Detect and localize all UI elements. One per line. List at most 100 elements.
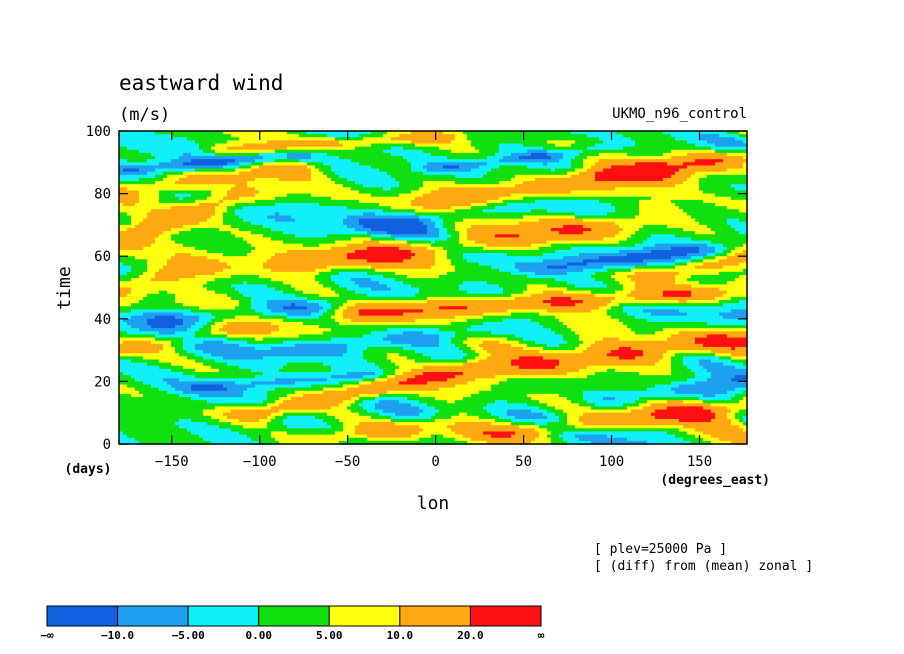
heatmap-cell [335, 190, 340, 195]
heatmap-cell [691, 137, 696, 141]
heatmap-cell [227, 156, 232, 160]
heatmap-cell [331, 152, 336, 157]
heatmap-cell [603, 193, 608, 198]
heatmap-cell [559, 165, 564, 170]
heatmap-cell [515, 146, 520, 151]
heatmap-cell [743, 184, 748, 188]
heatmap-cell [567, 174, 572, 179]
heatmap-cell [399, 181, 404, 185]
heatmap-cell [123, 184, 128, 188]
heatmap-cell [123, 162, 128, 167]
heatmap-cell [659, 168, 664, 173]
heatmap-cell [639, 137, 644, 141]
heatmap-cell [171, 131, 176, 135]
heatmap-cell [343, 159, 348, 163]
heatmap-cell [703, 140, 708, 145]
heatmap-cell [555, 174, 560, 179]
heatmap-cell [483, 181, 488, 185]
heatmap-cell [491, 174, 496, 179]
heatmap-cell [459, 149, 464, 154]
heatmap-cell [451, 146, 456, 151]
heatmap-cell [703, 177, 708, 182]
heatmap-cell [127, 171, 132, 176]
heatmap-cell [723, 156, 728, 160]
heatmap-cell [283, 177, 288, 182]
heatmap-cell [159, 134, 164, 138]
heatmap-cell [411, 131, 416, 135]
heatmap-cell [583, 159, 588, 163]
heatmap-cell [727, 159, 732, 163]
heatmap-cell [615, 165, 620, 170]
heatmap-cell [191, 165, 196, 170]
heatmap-cell [131, 168, 136, 173]
heatmap-cell [679, 134, 684, 138]
heatmap-cell [635, 134, 640, 138]
heatmap-cell [279, 165, 284, 170]
heatmap-cell [675, 143, 680, 148]
heatmap-cell [683, 146, 688, 151]
heatmap-cell [463, 181, 468, 185]
heatmap-cell [307, 168, 312, 173]
heatmap-cell [183, 159, 188, 163]
heatmap-cell [235, 149, 240, 154]
heatmap-cell [403, 193, 408, 198]
heatmap-cell [571, 190, 576, 195]
heatmap-cell [743, 177, 748, 182]
heatmap-cell [667, 174, 672, 179]
heatmap-cell [623, 143, 628, 148]
heatmap-cell [455, 190, 460, 195]
heatmap-cell [739, 177, 744, 182]
heatmap-cell [607, 143, 612, 148]
heatmap-cell [551, 162, 556, 167]
heatmap-cell [119, 187, 124, 192]
heatmap-cell [347, 181, 352, 185]
heatmap-cell [683, 156, 688, 160]
heatmap-cell [379, 131, 384, 135]
heatmap-cell [487, 134, 492, 138]
heatmap-cell [695, 181, 700, 185]
heatmap-cell [447, 137, 452, 141]
heatmap-cell [467, 131, 472, 135]
heatmap-cell [495, 134, 500, 138]
heatmap-cell [531, 162, 536, 167]
heatmap-cell [399, 171, 404, 176]
heatmap-cell [683, 168, 688, 173]
heatmap-cell [495, 174, 500, 179]
heatmap-cell [631, 171, 636, 176]
heatmap-cell [151, 174, 156, 179]
heatmap-cell [295, 159, 300, 163]
heatmap-cell [527, 193, 532, 198]
heatmap-cell [423, 131, 428, 135]
heatmap-cell [555, 168, 560, 173]
heatmap-cell [727, 143, 732, 148]
heatmap-cell [411, 181, 416, 185]
heatmap-cell [299, 174, 304, 179]
heatmap-cell [279, 146, 284, 151]
heatmap-cell [395, 149, 400, 154]
heatmap-cell [715, 134, 720, 138]
heatmap-cell [143, 165, 148, 170]
heatmap-cell [263, 146, 268, 151]
heatmap-cell [651, 174, 656, 179]
heatmap-cell [599, 156, 604, 160]
heatmap-cell [235, 193, 240, 198]
heatmap-cell [555, 152, 560, 157]
heatmap-cell [683, 159, 688, 163]
heatmap-cell [211, 152, 216, 157]
heatmap-cell [615, 137, 620, 141]
heatmap-cell [643, 181, 648, 185]
heatmap-cell [591, 174, 596, 179]
heatmap-cell [143, 152, 148, 157]
heatmap-cell [199, 140, 204, 145]
heatmap-cell [459, 143, 464, 148]
heatmap-cell [427, 187, 432, 192]
heatmap-cell [351, 149, 356, 154]
heatmap-cell [491, 159, 496, 163]
heatmap-cell [471, 140, 476, 145]
heatmap-cell [207, 146, 212, 151]
heatmap-cell [415, 146, 420, 151]
heatmap-cell [443, 156, 448, 160]
heatmap-cell [239, 187, 244, 192]
heatmap-cell [175, 143, 180, 148]
heatmap-cell [211, 140, 216, 145]
